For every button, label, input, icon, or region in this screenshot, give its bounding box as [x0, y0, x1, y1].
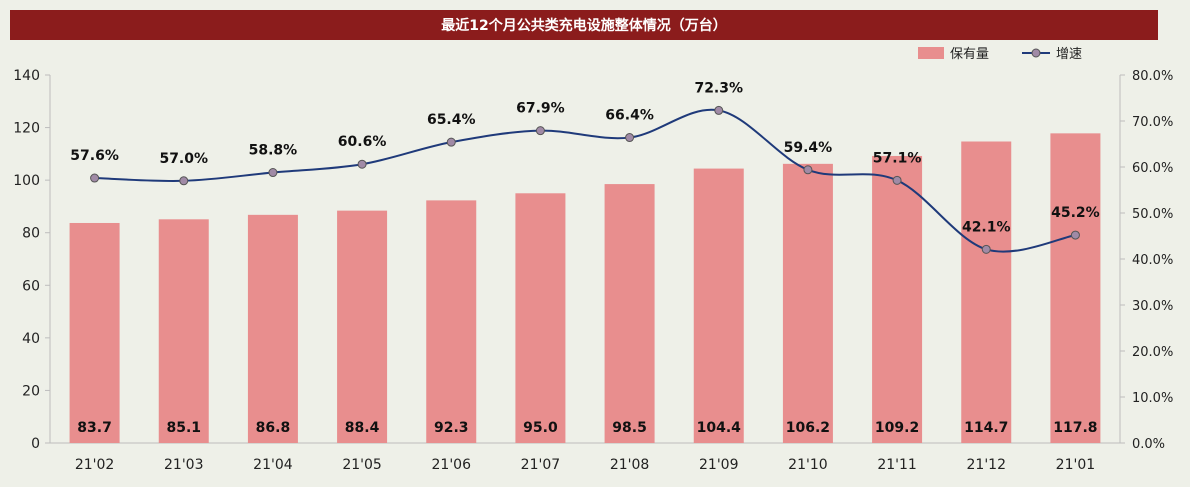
- bar-value-label: 85.1: [166, 420, 201, 436]
- growth-value-label: 66.4%: [605, 108, 654, 124]
- legend: 保有量 增速: [918, 47, 1082, 62]
- right-tick-label: 40.0%: [1132, 253, 1173, 268]
- growth-value-label: 57.6%: [70, 148, 119, 164]
- bar-value-label: 98.5: [612, 420, 647, 436]
- x-tick-label: 21'08: [610, 457, 649, 473]
- growth-value-label: 72.3%: [694, 80, 743, 96]
- legend-line-marker: [1031, 48, 1041, 58]
- growth-value-label: 60.6%: [338, 134, 387, 150]
- axes: 0 20 40 60 80 100 120 140 0.0% 10.0% 20.0% 30.0% 40.…: [13, 68, 1173, 452]
- legend-line-label: 增速: [1056, 47, 1082, 62]
- right-tick-label: 80.0%: [1132, 69, 1173, 84]
- left-tick-label: 60: [22, 278, 40, 294]
- x-tick-label: 21'07: [521, 457, 560, 473]
- bar: [158, 219, 209, 443]
- bar: [247, 214, 298, 443]
- bar: [426, 200, 477, 443]
- x-tick-label: 21'01: [1056, 457, 1095, 473]
- x-tick-label: 21'03: [164, 457, 203, 473]
- growth-point: [446, 137, 456, 147]
- bar-value-label: 88.4: [345, 420, 380, 436]
- bar: [515, 193, 566, 443]
- right-tick-label: 10.0%: [1132, 391, 1173, 406]
- left-tick-label: 20: [22, 383, 40, 399]
- x-tick-label: 21'06: [432, 457, 472, 473]
- title-bar: 最近12个月公共类充电设施整体情况（万台）: [10, 10, 1158, 40]
- left-tick-label: 80: [22, 226, 40, 242]
- bar-value-label: 92.3: [434, 420, 469, 436]
- growth-point: [179, 176, 189, 186]
- growth-point: [357, 159, 367, 169]
- right-tick-label: 60.0%: [1132, 161, 1173, 176]
- growth-value-label: 58.8%: [249, 143, 298, 159]
- bar-value-label: 117.8: [1053, 420, 1097, 436]
- legend-bar-swatch: [918, 47, 944, 59]
- growth-point: [981, 244, 991, 254]
- growth-value-label: 65.4%: [427, 112, 476, 128]
- bar: [782, 163, 833, 444]
- bar: [693, 168, 744, 443]
- bar-value-label: 83.7: [77, 420, 112, 436]
- chart-title: 最近12个月公共类充电设施整体情况（万台）: [441, 18, 727, 34]
- growth-value-label: 45.2%: [1051, 205, 1100, 221]
- x-tick-label: 21'04: [253, 457, 293, 473]
- right-tick-label: 70.0%: [1132, 115, 1173, 130]
- growth-value-label: 67.9%: [516, 101, 565, 117]
- left-tick-label: 120: [13, 121, 40, 137]
- x-tick-label: 21'05: [342, 457, 381, 473]
- right-tick-label: 50.0%: [1132, 207, 1173, 222]
- bar-value-label: 104.4: [697, 420, 742, 436]
- left-tick-label: 40: [22, 331, 40, 347]
- growth-value-label: 57.0%: [159, 151, 208, 167]
- bar: [1050, 133, 1101, 443]
- bar: [337, 210, 388, 443]
- legend-bar-label: 保有量: [950, 47, 989, 62]
- growth-point: [625, 133, 635, 143]
- bar-value-label: 114.7: [964, 420, 1008, 436]
- right-tick-label: 0.0%: [1132, 437, 1165, 452]
- growth-point: [714, 105, 724, 115]
- left-tick-label: 140: [13, 68, 40, 84]
- bar-value-label: 95.0: [523, 420, 558, 436]
- growth-point: [535, 126, 545, 136]
- growth-value-label: 42.1%: [962, 219, 1011, 235]
- x-tick-label: 21'12: [967, 457, 1006, 473]
- bar: [872, 155, 923, 443]
- growth-point: [892, 175, 902, 185]
- x-tick-label: 21'11: [877, 457, 916, 473]
- left-tick-label: 100: [13, 173, 40, 189]
- right-tick-label: 20.0%: [1132, 345, 1173, 360]
- growth-point: [90, 173, 100, 183]
- bars: [69, 133, 1101, 444]
- growth-point: [1070, 230, 1080, 240]
- growth-value-label: 59.4%: [784, 140, 833, 156]
- growth-point: [268, 168, 278, 178]
- bar-value-label: 86.8: [256, 420, 291, 436]
- left-tick-label: 0: [31, 436, 40, 452]
- labels: 21'02 21'03 21'04 21'05 21'06 21'07 21'08 21'09…: [70, 80, 1099, 473]
- bar-value-label: 106.2: [786, 420, 830, 436]
- bar-value-label: 109.2: [875, 420, 919, 436]
- growth-line-path: [94, 108, 1076, 253]
- x-tick-label: 21'09: [699, 457, 738, 473]
- x-tick-label: 21'02: [75, 457, 114, 473]
- x-tick-label: 21'10: [788, 457, 827, 473]
- growth-value-label: 57.1%: [873, 150, 922, 166]
- right-tick-label: 30.0%: [1132, 299, 1173, 314]
- growth-point: [803, 165, 813, 175]
- bar: [69, 222, 120, 443]
- bar: [961, 141, 1012, 443]
- growth-line: [90, 105, 1080, 254]
- bar: [604, 184, 655, 444]
